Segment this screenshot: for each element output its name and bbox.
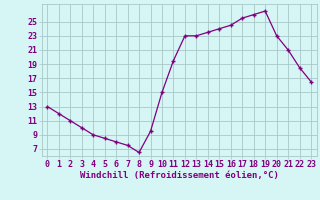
X-axis label: Windchill (Refroidissement éolien,°C): Windchill (Refroidissement éolien,°C): [80, 171, 279, 180]
